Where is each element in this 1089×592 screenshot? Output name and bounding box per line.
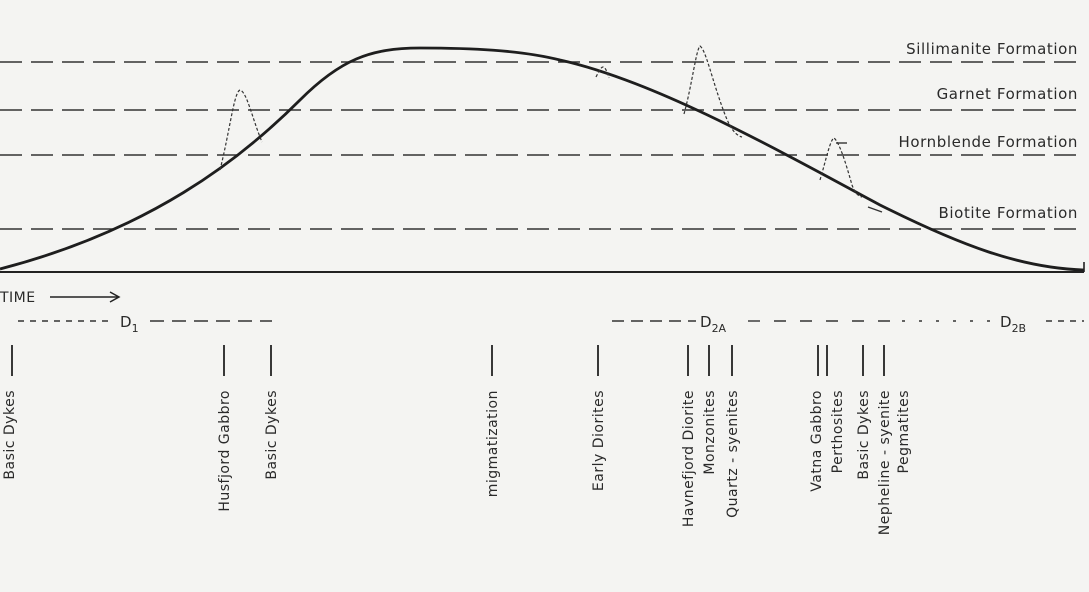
metamorphic-grade-curve	[0, 46, 1085, 272]
garnet-label: Garnet Formation	[937, 85, 1078, 103]
vatna-peak	[819, 137, 863, 198]
havnefjord-peak	[683, 45, 743, 138]
intrusion-peaks	[219, 45, 863, 198]
phase-d2a-label: D2A	[700, 313, 727, 335]
event-vatna-gabbro: Vatna Gabbro	[809, 390, 825, 492]
time-arrow-icon	[50, 291, 121, 303]
event-basic-dykes-1: Basic Dykes	[2, 390, 18, 480]
event-pegmatites: Pegmatites	[896, 390, 912, 473]
event-havnefjord-diorite: Havnefjord Diorite	[681, 390, 697, 527]
event-early-diorites: Early Diorites	[591, 390, 607, 491]
sillimanite-label: Sillimanite Formation	[906, 40, 1078, 58]
phase-d2b-label: D2B	[1000, 313, 1026, 335]
event-basic-dykes-3: Basic Dykes	[856, 390, 872, 480]
event-quartz-syenites: Quartz - syenites	[725, 390, 741, 518]
biotite-leader	[867, 206, 883, 213]
formation-leaders	[836, 142, 883, 213]
formation-threshold-lines	[0, 61, 1084, 230]
event-husfjord-gabbro: Husfjord Gabbro	[217, 390, 233, 512]
hornblende-label: Hornblende Formation	[898, 133, 1078, 151]
early-diorite-peak	[595, 66, 610, 79]
biotite-label: Biotite Formation	[939, 204, 1078, 222]
event-migmatization: migmatization	[485, 390, 501, 497]
event-monzonites: Monzonites	[702, 390, 718, 475]
event-basic-dykes-2: Basic Dykes	[264, 390, 280, 480]
event-labels: Basic Dykes Husfjord Gabbro Basic Dykes …	[2, 390, 912, 535]
event-nepheline-syenite: Nepheline - syenite	[877, 390, 893, 535]
phase-d1-label: D1	[120, 313, 139, 335]
husfjord-peak	[219, 89, 263, 171]
event-ticks	[11, 345, 885, 376]
event-perthosites: Perthosites	[830, 390, 846, 473]
time-axis-label: TIME	[0, 290, 36, 306]
